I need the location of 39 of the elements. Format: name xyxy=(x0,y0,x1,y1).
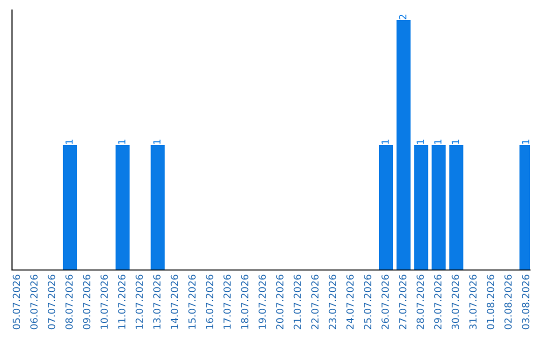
data-label: 1 xyxy=(452,140,459,144)
x-tick-label: 30.07.2026 xyxy=(452,274,460,330)
x-tick-label: 31.07.2026 xyxy=(469,274,477,330)
x-tick-label: 17.07.2026 xyxy=(223,274,231,329)
x-tick-label: 12.07.2026 xyxy=(136,274,144,329)
x-tick-label: 20.07.2026 xyxy=(276,274,284,330)
x-tick-label: 28.07.2026 xyxy=(416,274,424,330)
x-tick-label: 07.07.2026 xyxy=(48,274,56,330)
x-tick-label: 02.08.2026 xyxy=(504,274,512,330)
x-tick-label: 11.07.2026 xyxy=(118,274,126,329)
x-tick-label: 03.08.2026 xyxy=(522,274,530,330)
data-label: 1 xyxy=(416,140,424,144)
x-tick-label: 21.07.2026 xyxy=(294,274,302,330)
x-tick-label: 27.07.2026 xyxy=(399,274,406,330)
x-tick-label: 25.07.2026 xyxy=(364,274,372,330)
data-label: 1 xyxy=(434,140,442,144)
x-tick-label: 29.07.2026 xyxy=(434,274,442,330)
x-tick-label: 24.07.2026 xyxy=(346,274,354,330)
x-tick-label: 01.08.2026 xyxy=(486,274,494,330)
x-tick-label: 23.07.2026 xyxy=(328,274,336,330)
x-tick-label: 19.07.2026 xyxy=(258,274,266,329)
x-tick-label: 09.07.2026 xyxy=(82,274,90,330)
x-tick-label: 14.07.2026 xyxy=(170,274,178,329)
x-tick-label: 26.07.2026 xyxy=(381,274,389,330)
x-tick-label: 18.07.2026 xyxy=(241,274,248,329)
data-label: 1 xyxy=(66,140,73,144)
x-tick-label: 06.07.2026 xyxy=(30,274,38,330)
data-label: 1 xyxy=(153,140,160,144)
data-label: 1 xyxy=(118,140,126,144)
x-tick-label: 10.07.2026 xyxy=(100,274,108,329)
x-tick-label: 08.07.2026 xyxy=(65,274,73,330)
x-tick-label: 15.07.2026 xyxy=(188,274,196,329)
data-label: 1 xyxy=(382,140,389,144)
data-label: 2 xyxy=(399,14,406,20)
x-tick-label: 13.07.2026 xyxy=(153,274,161,329)
x-tick-label: 16.07.2026 xyxy=(206,274,214,329)
x-tick-label: 22.07.2026 xyxy=(311,274,319,330)
x-tick-label: 05.07.2026 xyxy=(12,274,20,330)
data-label: 1 xyxy=(522,140,530,144)
